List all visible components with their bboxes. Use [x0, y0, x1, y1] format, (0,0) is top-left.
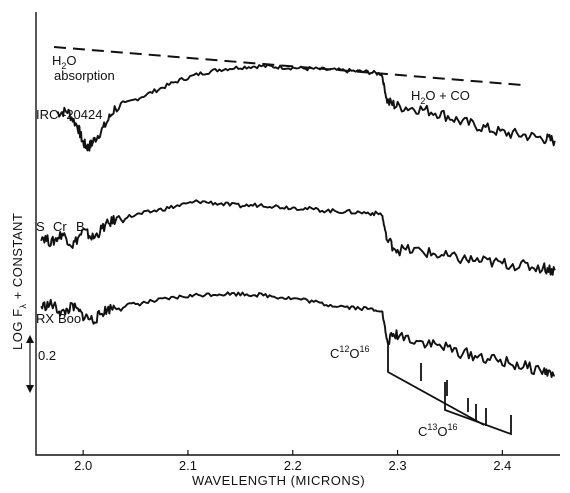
x-tick-label-2: 2.2 [284, 458, 302, 473]
axis-frame [35, 12, 560, 456]
svg-text:0.2: 0.2 [38, 348, 56, 363]
scale-bar: 0.2 [26, 335, 56, 393]
x-tick-label-1: 2.1 [179, 458, 197, 473]
series-label-scrb-cr: Cr [53, 219, 67, 234]
series-label-irc: IRC -20424 [36, 107, 102, 122]
series-label-scrb-b: B [76, 219, 85, 234]
x-tick-label-4: 2.4 [493, 458, 511, 473]
series-label-rxboo-rx: RX [36, 311, 54, 326]
spectrum-line-irc-20424 [56, 63, 556, 152]
h2o-absorption-label: H2O [52, 53, 77, 71]
x-ticks: 2.0 2.1 2.2 2.3 2.4 [74, 450, 511, 473]
c13o16-label: C13O16 [418, 422, 458, 439]
c12o16-ladder [387, 345, 485, 426]
spectra-group [40, 63, 556, 378]
c13o16-ladder [444, 382, 512, 436]
absorption-word: absorption [54, 68, 115, 83]
x-tick-label-0: 2.0 [74, 458, 92, 473]
y-axis-label: LOG Fλ + CONSTANT [10, 213, 28, 350]
h2o-co-label: H2O + CO [411, 88, 470, 106]
x-axis-title: WAVELENGTH (MICRONS) [192, 473, 365, 488]
spectrum-line-s-cr-b [40, 199, 556, 276]
x-tick-label-3: 2.3 [389, 458, 407, 473]
svg-text:LOG Fλ + CONSTANT: LOG Fλ + CONSTANT [10, 213, 28, 350]
series-label-scrb-s: S [36, 219, 45, 234]
spectrum-line-rx-boo [40, 291, 555, 378]
c12o16-label: C12O16 [330, 344, 370, 361]
h2o-dashed-line [53, 46, 523, 86]
series-label-rxboo-boo: Boo [58, 311, 81, 326]
